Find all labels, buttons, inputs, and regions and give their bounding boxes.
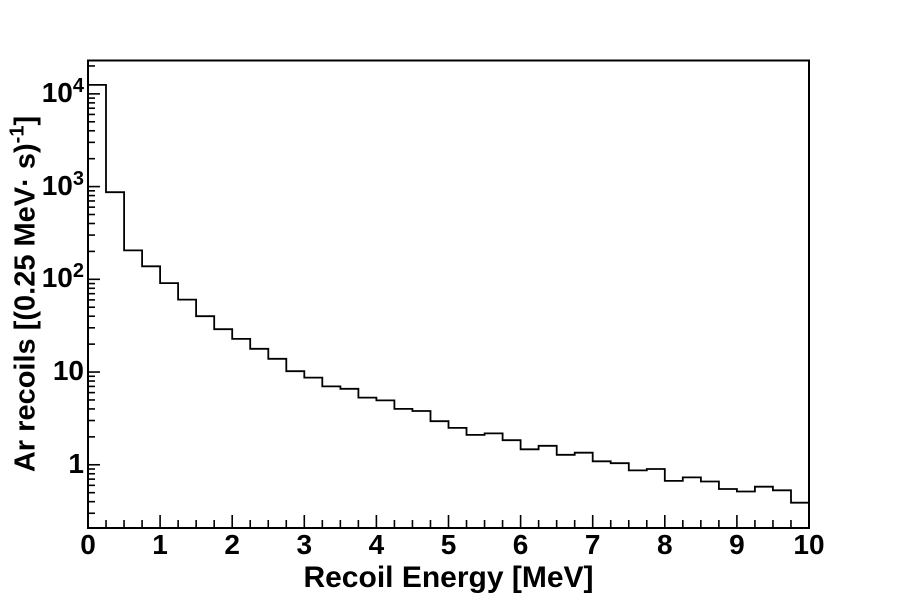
y-tick-label: 102	[41, 260, 84, 294]
y-tick-label: 1	[68, 447, 84, 479]
y-axis-title-bracket: ]	[9, 115, 42, 126]
x-tick-label: 1	[152, 529, 168, 560]
x-tick-label: 9	[729, 529, 745, 560]
x-tick-label: 8	[657, 529, 673, 560]
y-tick-label: 103	[41, 167, 84, 201]
x-tick-label: 6	[512, 529, 529, 560]
x-tick-label: 10	[793, 529, 825, 560]
y-axis-title-exponent: -1	[6, 125, 29, 144]
y-tick-exponent: 4	[72, 74, 84, 97]
x-tick-label: 4	[368, 529, 385, 560]
x-tick-label: 5	[440, 529, 457, 560]
plot-frame	[87, 59, 810, 529]
x-tick-label: 2	[224, 529, 240, 560]
y-tick-label: 10	[52, 355, 84, 387]
x-tick-label: 7	[584, 529, 601, 560]
y-axis-title: Ar recoils [(0.25 MeV· s)-1]	[7, 115, 44, 473]
y-axis-title-text: Ar recoils [(0.25 MeV· s)	[9, 143, 42, 473]
x-axis-title: Recoil Energy [MeV]	[303, 561, 594, 594]
y-tick-exponent: 3	[72, 167, 84, 190]
x-tick-label: 0	[80, 529, 96, 560]
y-tick-exponent: 2	[72, 260, 84, 283]
histogram-line	[88, 84, 809, 504]
y-tick-label: 104	[41, 74, 84, 108]
x-tick-label: 3	[296, 529, 313, 560]
